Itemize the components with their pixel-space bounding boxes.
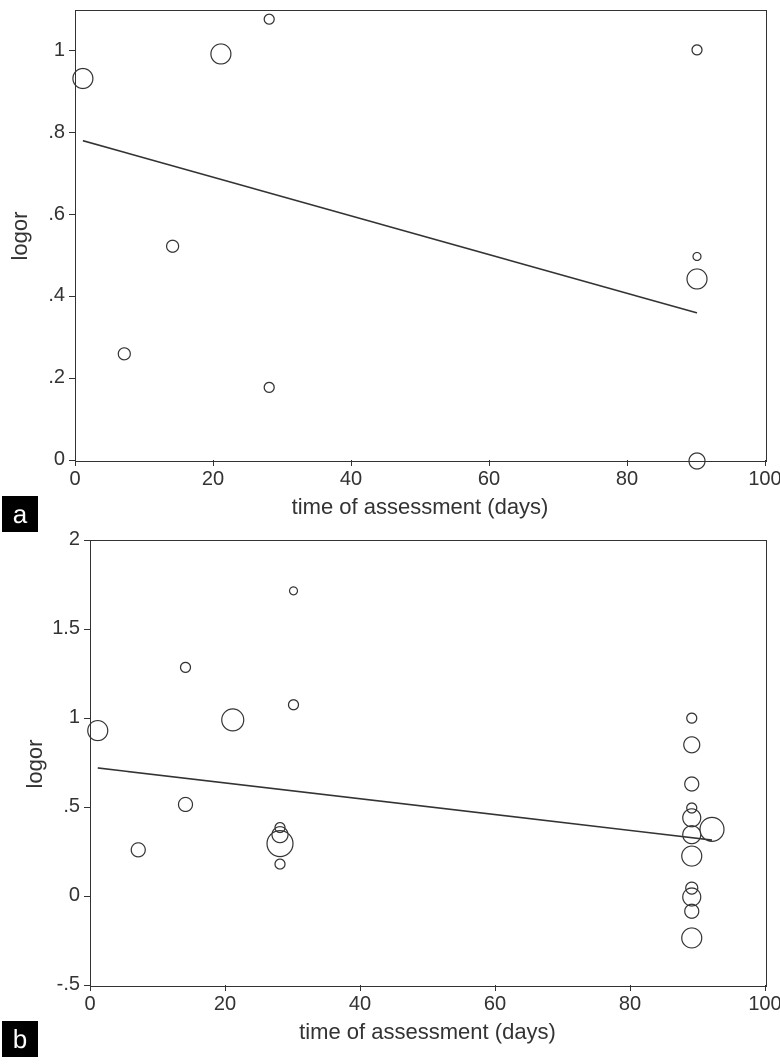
data-point [700,817,724,841]
regression-line [98,768,712,840]
y-tick [69,460,75,461]
x-axis-label: time of assessment (days) [90,1019,765,1045]
data-point [272,827,288,843]
data-point [275,859,285,869]
x-tick [351,460,352,466]
x-tick [90,985,91,991]
y-tick [69,378,75,379]
y-tick-label: 0 [30,884,80,907]
data-point [88,721,108,741]
x-tick [213,460,214,466]
x-tick [630,985,631,991]
x-tick-label: 0 [60,993,120,1016]
x-tick-label: 20 [195,993,255,1016]
data-point [289,700,299,710]
x-tick [765,460,766,466]
x-axis-label: time of assessment (days) [75,494,765,520]
y-tick [69,132,75,133]
data-point [685,777,699,791]
data-point [118,348,130,360]
data-point [683,888,701,906]
x-tick-label: 60 [465,993,525,1016]
y-tick [84,985,90,986]
plot-area [90,540,767,987]
x-tick [495,985,496,991]
x-tick [489,460,490,466]
y-tick-label: 1 [15,39,65,62]
x-tick-label: 100 [735,468,780,491]
data-point [687,803,697,813]
x-tick [765,985,766,991]
y-tick [84,718,90,719]
data-point [73,69,93,89]
y-tick [84,629,90,630]
x-tick-label: 40 [321,468,381,491]
data-point [683,826,701,844]
y-axis-label: logor [22,724,48,804]
chart-panel-a: 0204060801000.2.4.6.81time of assessment… [0,0,780,534]
data-point [267,831,293,857]
x-tick-label: 0 [45,468,105,491]
y-tick [69,50,75,51]
y-tick-label: .2 [15,366,65,389]
data-point [689,453,705,469]
x-tick-label: 20 [183,468,243,491]
data-point [687,269,707,289]
data-point [264,14,274,24]
y-tick [84,896,90,897]
x-tick-label: 80 [600,993,660,1016]
x-tick-label: 100 [735,993,780,1016]
data-point [211,44,231,64]
y-tick [69,296,75,297]
x-tick [627,460,628,466]
x-tick-label: 40 [330,993,390,1016]
data-point [687,713,697,723]
x-tick [225,985,226,991]
y-tick-label: .8 [15,121,65,144]
data-point [131,843,145,857]
data-point [683,809,701,827]
y-tick-label: 0 [15,448,65,471]
x-tick [360,985,361,991]
panel-tag: a [2,496,38,532]
chart-panel-b: 020406080100-.50.511.52time of assessmen… [0,534,780,1064]
y-tick [84,540,90,541]
x-tick-label: 80 [597,468,657,491]
y-tick [69,214,75,215]
y-tick-label: -.5 [30,973,80,996]
y-tick-label: 1.5 [30,617,80,640]
data-point [264,382,274,392]
data-point [179,797,193,811]
data-point [693,252,701,260]
data-point [167,240,179,252]
x-tick [75,460,76,466]
regression-line [83,141,697,313]
data-point [684,737,700,753]
scatter-svg [76,11,766,461]
data-point [181,662,191,672]
y-tick [84,807,90,808]
y-tick-label: .4 [15,284,65,307]
data-point [290,587,298,595]
x-tick-label: 60 [459,468,519,491]
plot-area [75,10,767,462]
y-axis-label: logor [7,196,33,276]
data-point [682,928,702,948]
data-point [682,846,702,866]
panel-tag: b [2,1021,38,1057]
y-tick-label: 2 [30,528,80,551]
data-point [692,45,702,55]
data-point [222,709,244,731]
scatter-svg [91,541,766,986]
